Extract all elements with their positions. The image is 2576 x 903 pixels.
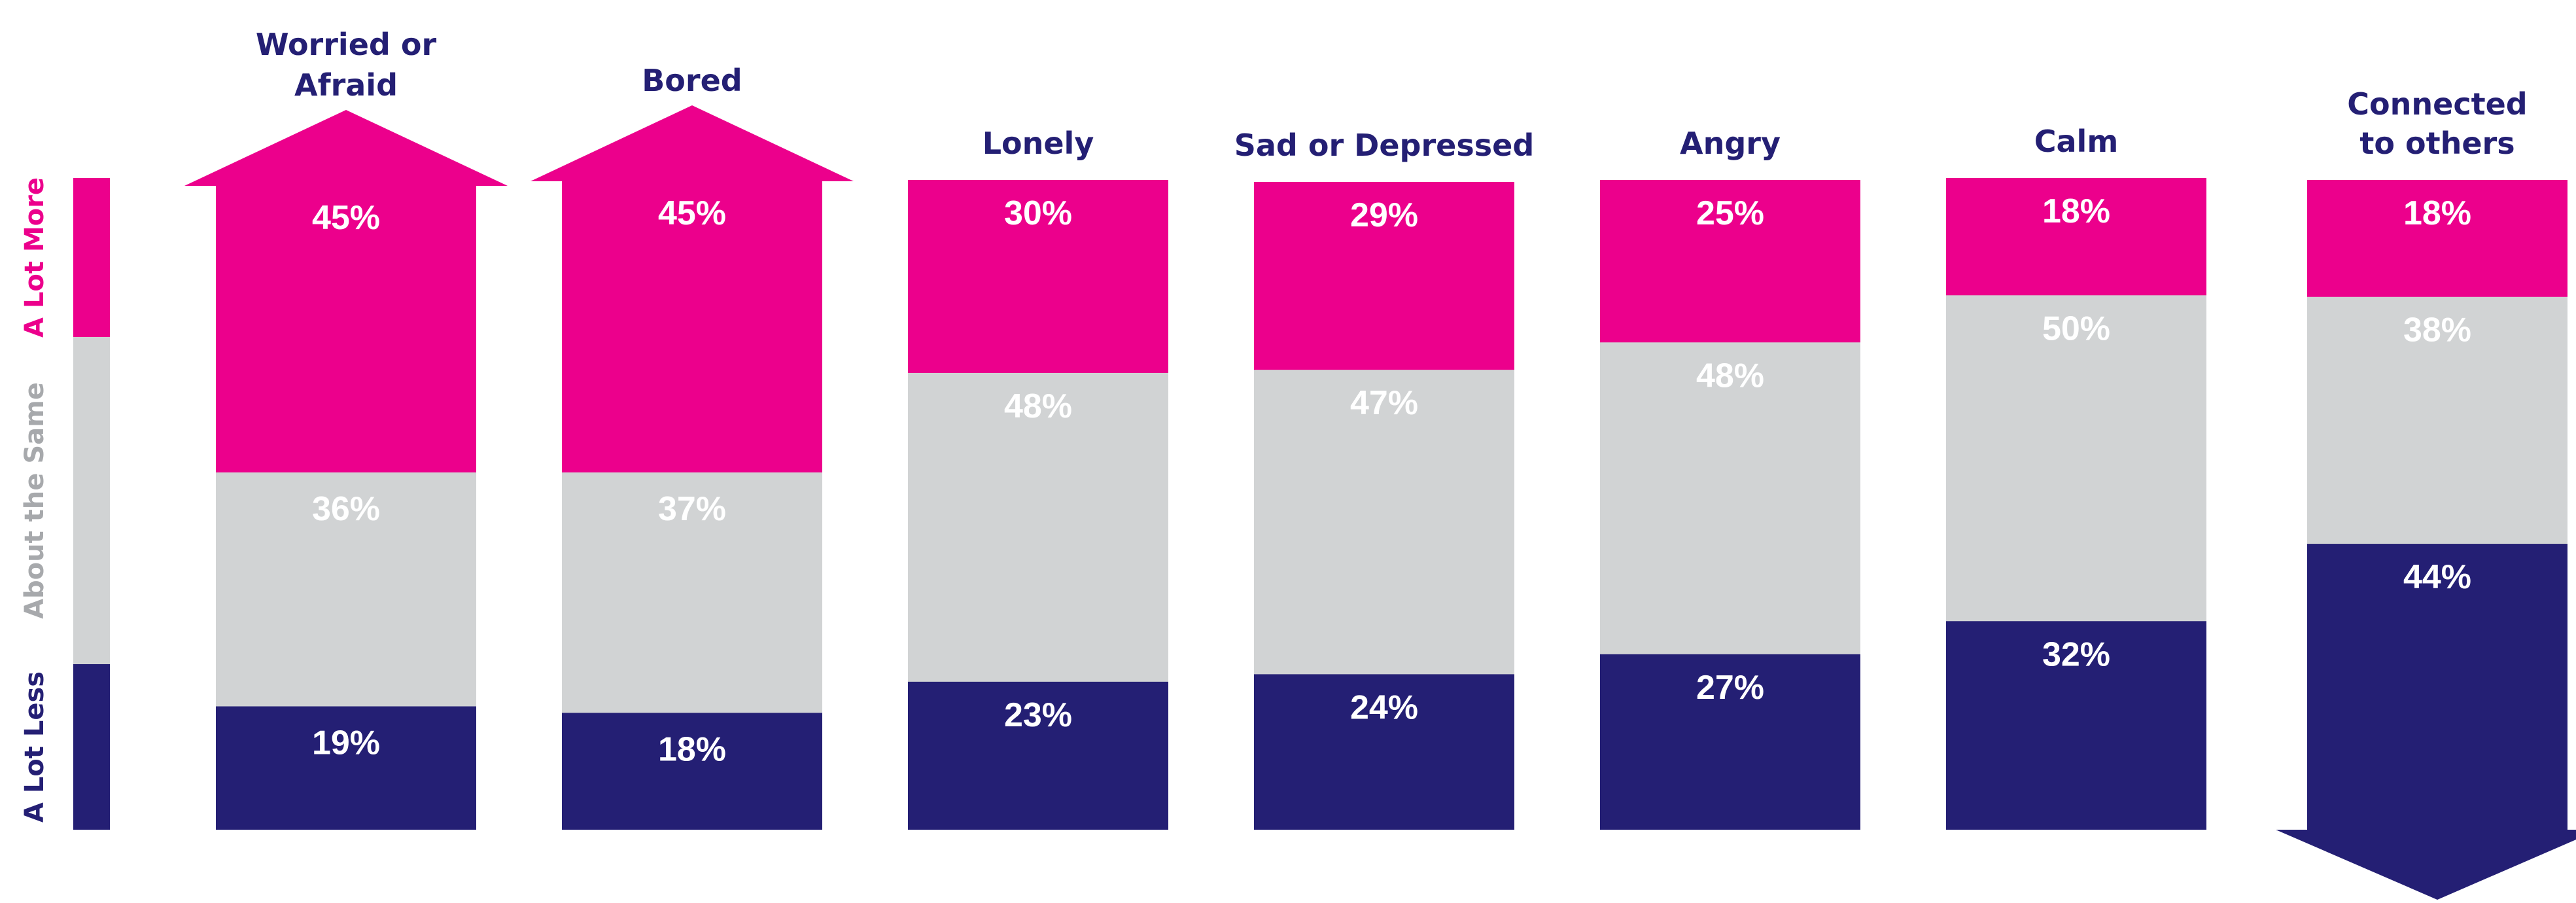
bar-connected-to-others-a-lot-less: [2307, 544, 2567, 830]
legend-label-a-lot-more: A Lot More: [20, 177, 50, 338]
bar-lonely-a-lot-less: [908, 681, 1168, 830]
category-title-connected-to-others-line-2: to others: [2359, 126, 2515, 161]
bar-sad-or-depressed-about-the-same: [1254, 370, 1514, 675]
bar-calm-a-lot-more: [1946, 178, 2206, 296]
arrow-up-bored-a-lot-more: [531, 105, 854, 472]
data-label-sad-or-depressed-a-lot-more: 29%: [1350, 196, 1418, 234]
bar-bored-about-the-same: [562, 472, 822, 713]
data-label-angry-about-the-same: 48%: [1696, 357, 1764, 395]
data-label-lonely-a-lot-less: 23%: [1004, 696, 1072, 734]
bar-bored-a-lot-less: [562, 713, 822, 830]
data-label-angry-a-lot-less: 27%: [1696, 669, 1764, 707]
data-label-sad-or-depressed-a-lot-less: 24%: [1350, 688, 1418, 726]
category-title-worried-or-afraid-line-2: Afraid: [294, 67, 398, 103]
legend-swatch-a-lot-less: [73, 664, 110, 830]
category-title-lonely: Lonely: [983, 126, 1094, 161]
legend-label-about-the-same: About the Same: [20, 382, 50, 619]
category-title-worried-or-afraid-line-1: Worried or: [256, 27, 437, 62]
data-label-calm-a-lot-more: 18%: [2042, 192, 2110, 230]
legend-swatch-a-lot-more: [73, 178, 110, 337]
bar-sad-or-depressed-a-lot-more: [1254, 182, 1514, 370]
data-label-calm-a-lot-less: 32%: [2042, 635, 2110, 673]
bar-lonely-a-lot-more: [908, 180, 1168, 374]
arrow-up-worried-or-afraid-a-lot-more: [184, 110, 508, 472]
bar-calm-about-the-same: [1946, 295, 2206, 622]
category-title-angry: Angry: [1680, 126, 1781, 161]
data-label-connected-to-others-a-lot-less: 44%: [2403, 558, 2471, 596]
data-label-connected-to-others-about-the-same: 38%: [2403, 311, 2471, 349]
bar-worried-or-afraid-about-the-same: [216, 472, 476, 707]
data-label-bored-about-the-same: 37%: [658, 490, 726, 528]
bar-worried-or-afraid-a-lot-less: [216, 706, 476, 830]
bar-sad-or-depressed-a-lot-less: [1254, 674, 1514, 830]
bar-angry-a-lot-more: [1600, 180, 1860, 343]
bar-connected-to-others-about-the-same: [2307, 296, 2567, 544]
data-label-sad-or-depressed-about-the-same: 47%: [1350, 384, 1418, 422]
data-label-angry-a-lot-more: 25%: [1696, 194, 1764, 232]
bar-lonely-about-the-same: [908, 372, 1168, 682]
category-title-sad-or-depressed: Sad or Depressed: [1234, 128, 1535, 163]
bar-angry-a-lot-less: [1600, 654, 1860, 830]
category-title-connected-to-others-line-1: Connected: [2347, 86, 2527, 122]
category-title-calm: Calm: [2034, 124, 2119, 159]
legend-swatch-about-the-same: [73, 337, 110, 664]
data-label-lonely-a-lot-more: 30%: [1004, 194, 1072, 232]
data-label-bored-a-lot-more: 45%: [658, 194, 726, 232]
category-title-bored: Bored: [642, 63, 742, 98]
data-label-worried-or-afraid-about-the-same: 36%: [312, 490, 380, 528]
data-label-bored-a-lot-less: 18%: [658, 730, 726, 768]
data-label-calm-about-the-same: 50%: [2042, 310, 2110, 347]
data-label-lonely-about-the-same: 48%: [1004, 387, 1072, 425]
bar-connected-to-others-a-lot-more: [2307, 180, 2567, 298]
bar-angry-about-the-same: [1600, 342, 1860, 655]
data-label-worried-or-afraid-a-lot-more: 45%: [312, 199, 380, 237]
data-label-worried-or-afraid-a-lot-less: 19%: [312, 724, 380, 762]
arrow-down-connected-to-others: [2276, 830, 2576, 900]
legend-label-a-lot-less: A Lot Less: [20, 671, 50, 823]
data-label-connected-to-others-a-lot-more: 18%: [2403, 194, 2471, 232]
bar-calm-a-lot-less: [1946, 621, 2206, 830]
